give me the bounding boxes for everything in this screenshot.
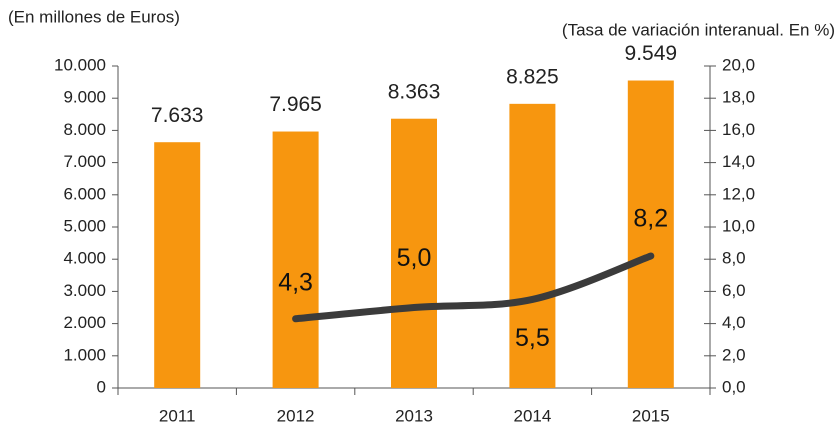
y-tick-label: 5.000	[63, 216, 106, 235]
x-tick-label: 2011	[159, 406, 196, 425]
bar-value-label: 8.825	[506, 65, 559, 88]
y2-axis-title: (Tasa de variación interanual. En %)	[562, 20, 835, 39]
line-value-label: 8,2	[633, 205, 668, 233]
bar	[154, 142, 201, 388]
line-value-label: 5,5	[515, 324, 550, 352]
y2-tick-label: 12,0	[722, 184, 755, 203]
y-tick-label: 6.000	[63, 184, 106, 203]
y-tick-label: 3.000	[63, 281, 106, 300]
bar-value-label: 8.363	[388, 80, 441, 103]
line-value-label: 4,3	[278, 268, 313, 296]
y2-tick-label: 18,0	[722, 88, 755, 107]
x-tick-label: 2014	[513, 406, 551, 425]
bar-value-label: 9.549	[625, 42, 678, 65]
y-tick-label: 2.000	[63, 313, 106, 332]
y2-tick-label: 0,0	[722, 377, 746, 396]
bar-value-label: 7.633	[151, 104, 204, 127]
line-value-label: 5,0	[397, 244, 432, 272]
y-tick-label: 10.000	[54, 55, 106, 74]
y-tick-label: 0	[97, 377, 106, 396]
x-tick-label: 2013	[395, 406, 433, 425]
y2-tick-label: 16,0	[722, 120, 755, 139]
y-tick-label: 7.000	[63, 152, 106, 171]
y-tick-label: 4.000	[63, 249, 106, 268]
x-tick-label: 2012	[277, 406, 315, 425]
bar	[509, 103, 556, 389]
y2-tick-label: 10,0	[722, 216, 755, 235]
y2-tick-label: 14,0	[722, 152, 755, 171]
y2-tick-label: 4,0	[722, 313, 746, 332]
bar	[627, 80, 674, 388]
y2-tick-label: 6,0	[722, 281, 746, 300]
y2-tick-label: 8,0	[722, 249, 746, 268]
y-tick-label: 9.000	[63, 88, 106, 107]
line	[292, 252, 655, 323]
x-tick-label: 2015	[632, 406, 670, 425]
y-axis-title: (En millones de Euros)	[8, 7, 180, 26]
y2-tick-label: 2,0	[722, 345, 746, 364]
bar	[391, 118, 437, 389]
bar-value-label: 7.965	[269, 93, 322, 116]
y-tick-label: 8.000	[63, 120, 106, 139]
bar	[272, 131, 319, 389]
y-tick-label: 1.000	[63, 345, 106, 364]
y2-tick-label: 20,0	[722, 55, 755, 74]
